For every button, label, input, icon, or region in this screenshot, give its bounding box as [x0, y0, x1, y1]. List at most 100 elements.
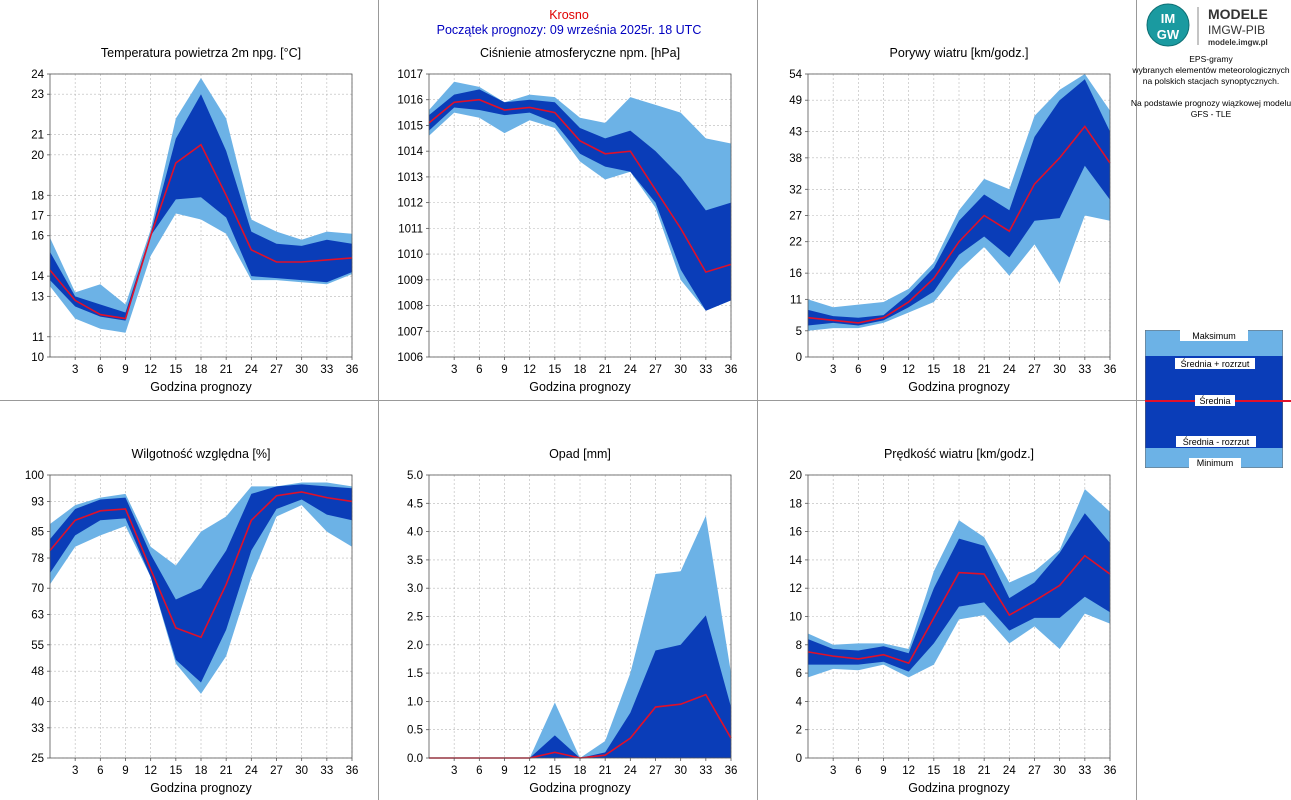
spread-band	[429, 615, 731, 758]
x-tick-label: 21	[599, 765, 612, 777]
y-tick-label: 1017	[397, 69, 423, 81]
y-tick-label: 0	[796, 352, 802, 364]
x-tick-label: 6	[855, 364, 861, 376]
x-tick-label: 33	[1078, 364, 1091, 376]
desc-line: wybranych elementów meteorologicznych	[1132, 65, 1290, 75]
x-tick-label: 9	[880, 364, 886, 376]
legend-mean-extension	[1283, 400, 1291, 402]
x-tick-label: 12	[902, 765, 915, 777]
y-tick-label: 40	[31, 696, 44, 708]
spread-band	[50, 94, 352, 321]
x-tick-label: 27	[1028, 765, 1041, 777]
x-tick-label: 9	[501, 364, 507, 376]
x-tick-label: 3	[830, 364, 836, 376]
logo-url: modele.imgw.pl	[1208, 38, 1268, 47]
spread-band	[808, 513, 1110, 672]
y-tick-label: 10	[789, 612, 802, 624]
y-tick-label: 11	[32, 332, 44, 344]
x-tick-label: 15	[927, 765, 940, 777]
y-tick-label: 13	[31, 291, 44, 303]
station-name: Krosno	[549, 8, 589, 22]
y-tick-label: 14	[789, 555, 802, 567]
x-tick-label: 21	[220, 765, 233, 777]
y-tick-label: 2	[796, 725, 802, 737]
mean-line	[49, 143, 353, 320]
x-tick-label: 18	[574, 765, 587, 777]
x-tick-label: 18	[195, 364, 208, 376]
legend-mean-minus-label: Średnia - rozrzut	[1183, 436, 1250, 447]
y-tick-label: 16	[789, 527, 802, 539]
x-tick-label: 24	[245, 765, 258, 777]
x-tick-label: 18	[574, 364, 587, 376]
y-tick-label: 23	[31, 89, 44, 101]
x-axis-label: Godzina prognozy	[529, 781, 631, 795]
legend-max-label: Maksimum	[1192, 331, 1236, 341]
x-tick-label: 18	[195, 765, 208, 777]
y-tick-label: 1009	[397, 275, 423, 287]
y-tick-label: 24	[31, 69, 44, 81]
y-tick-label: 20	[789, 470, 802, 482]
y-tick-label: 16	[31, 231, 44, 243]
chart-title: Temperatura powietrza 2m npg. [°C]	[101, 46, 301, 60]
legend-label-bg	[1180, 330, 1248, 341]
y-tick-label: 5	[796, 326, 802, 338]
x-axis-label: Godzina prognozy	[529, 380, 631, 394]
x-tick-label: 21	[978, 765, 991, 777]
desc-line: Na podstawie prognozy wiązkowej modelu	[1130, 98, 1291, 108]
x-tick-label: 33	[699, 765, 712, 777]
y-tick-label: 12	[789, 583, 802, 595]
y-tick-label: 1015	[397, 120, 423, 132]
y-tick-label: 1014	[397, 146, 423, 158]
logo-graphic: IM GW MODELE IMGW-PIB modele.imgw.pl	[1146, 3, 1268, 47]
legend-graphic: Maksimum Średnia + rozrzut Średnia Średn…	[1144, 329, 1284, 469]
x-tick-label: 30	[674, 364, 687, 376]
x-tick-label: 36	[1104, 765, 1117, 777]
x-tick-label: 12	[523, 364, 536, 376]
x-tick-label: 30	[1053, 364, 1066, 376]
x-axis-label: Godzina prognozy	[150, 380, 252, 394]
y-tick-label: 2.5	[407, 612, 423, 624]
x-tick-label: 30	[295, 765, 308, 777]
legend-label-bg	[1176, 436, 1256, 447]
y-tick-label: 63	[31, 610, 44, 622]
x-axis-label: Godzina prognozy	[908, 380, 1010, 394]
y-tick-label: 1006	[397, 352, 423, 364]
y-tick-label: 1011	[398, 223, 423, 235]
y-tick-label: 55	[31, 640, 44, 652]
minmax-band	[429, 81, 731, 311]
y-tick-label: 54	[789, 69, 802, 81]
x-tick-label: 30	[674, 765, 687, 777]
x-tick-label: 3	[72, 765, 78, 777]
mean-line	[428, 98, 732, 274]
logo-brand-bottom: IMGW-PIB	[1208, 23, 1265, 37]
x-tick-label: 24	[1003, 364, 1016, 376]
logo-badge-text-bottom: GW	[1157, 27, 1180, 42]
y-tick-label: 32	[789, 184, 802, 196]
imgw-logo[interactable]: IM GW MODELE IMGW-PIB modele.imgw.pl	[1146, 3, 1286, 48]
chart-title: Porywy wiatru [km/godz.]	[890, 46, 1029, 60]
x-tick-label: 15	[548, 364, 561, 376]
y-tick-label: 38	[789, 153, 802, 165]
y-tick-label: 8	[796, 640, 802, 652]
y-tick-label: 18	[31, 190, 44, 202]
y-tick-label: 0.0	[407, 753, 423, 765]
x-tick-label: 36	[725, 765, 738, 777]
x-tick-label: 27	[1028, 364, 1041, 376]
forecast-header: Krosno Początek prognozy: 09 września 20…	[380, 8, 758, 38]
spread-band	[429, 89, 731, 311]
chart-wind: Prędkość wiatru [km/godz.]02468101214161…	[789, 447, 1117, 795]
mean-line	[49, 491, 353, 639]
x-tick-label: 15	[169, 765, 182, 777]
x-tick-label: 30	[295, 364, 308, 376]
logo-badge-text-top: IM	[1161, 11, 1175, 26]
x-tick-label: 30	[1053, 765, 1066, 777]
x-tick-label: 24	[624, 364, 637, 376]
chart-title: Prędkość wiatru [km/godz.]	[884, 447, 1034, 461]
y-tick-label: 11	[790, 294, 802, 306]
y-tick-label: 0	[796, 753, 802, 765]
x-tick-label: 6	[97, 364, 103, 376]
x-tick-label: 9	[880, 765, 886, 777]
y-tick-label: 1013	[397, 172, 423, 184]
y-tick-label: 22	[789, 237, 802, 249]
x-tick-label: 21	[220, 364, 233, 376]
